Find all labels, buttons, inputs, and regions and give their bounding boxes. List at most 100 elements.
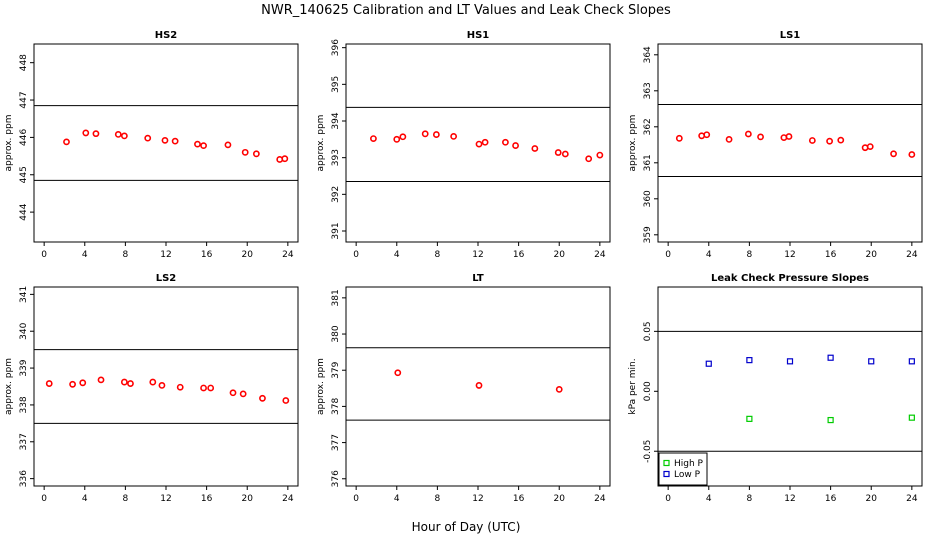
y-tick-label: 361 (643, 154, 653, 171)
y-axis-label: approx. ppm (4, 115, 14, 172)
y-tick-label: 0.00 (643, 381, 653, 401)
legend-marker (663, 470, 670, 478)
y-axis-label: approx. ppm (316, 358, 326, 415)
x-tick-label: 12 (160, 250, 171, 260)
data-point (200, 384, 207, 392)
data-point (675, 134, 683, 142)
legend-marker (663, 459, 670, 467)
x-tick-label: 4 (394, 494, 400, 504)
data-point (282, 397, 290, 404)
panel-1: HS1 approx. ppm 0 4 8 12 16 20 24 391 392 393 394 395… (316, 30, 611, 260)
x-tick-label: 0 (353, 250, 359, 260)
y-tick-label: 445 (19, 166, 29, 183)
data-point (120, 378, 128, 386)
x-tick-label: 24 (282, 494, 294, 504)
panel-5: Leak Check Pressure Slopes kPa per min. 0 4… (628, 273, 923, 504)
panel-title: LS1 (780, 30, 801, 41)
x-tick-label: 20 (554, 250, 566, 260)
x-tick-label: 24 (906, 250, 918, 260)
data-point (120, 132, 128, 140)
x-tick-label: 12 (472, 494, 483, 504)
panel-4: LT approx. ppm 0 4 8 12 16 20 24 376 377 378 379 380 3… (316, 273, 611, 504)
x-tick-label: 20 (242, 494, 254, 504)
panel-3: LS2 approx. ppm 0 4 8 12 16 20 24 336 337 338 339 340… (4, 273, 299, 504)
data-point (171, 137, 179, 145)
panel-title: HS1 (467, 30, 490, 41)
legend-label: High P (674, 459, 704, 469)
data-point (158, 381, 166, 389)
panel-title: LS2 (156, 273, 177, 284)
panel-title: LT (472, 273, 484, 284)
data-point (705, 360, 712, 367)
data-point (97, 376, 105, 384)
data-point (370, 135, 377, 142)
y-tick-label: 396 (331, 39, 341, 56)
data-point (229, 389, 237, 397)
data-point (475, 382, 483, 389)
panel-0: HS2 approx. ppm 0 4 8 12 16 20 24 444 445 446 447 448 (4, 30, 299, 260)
panel-title: Leak Check Pressure Slopes (711, 273, 869, 284)
data-point (826, 137, 833, 145)
data-point (908, 414, 915, 421)
data-point (808, 137, 816, 144)
panel-frame (345, 286, 611, 487)
x-tick-label: 4 (394, 250, 400, 260)
y-tick-label: 360 (643, 190, 653, 207)
x-tick-label: 24 (594, 494, 606, 504)
data-point (432, 131, 440, 138)
y-tick-label: 392 (331, 186, 341, 203)
x-tick-label: 12 (784, 494, 795, 504)
data-point (176, 383, 184, 391)
data-point (596, 151, 604, 159)
y-tick-label: 363 (643, 82, 653, 99)
data-point (281, 155, 289, 163)
data-point (746, 415, 753, 422)
data-point (827, 416, 834, 424)
x-tick-label: 12 (472, 250, 483, 260)
x-tick-label: 16 (825, 494, 837, 504)
data-point (785, 133, 793, 140)
y-tick-label: 394 (331, 112, 341, 129)
y-axis-label: approx. ppm (4, 358, 14, 415)
data-point (481, 138, 489, 146)
y-axis-label: approx. ppm (628, 115, 638, 172)
x-tick-label: 4 (82, 494, 88, 504)
data-point (399, 133, 407, 141)
x-tick-label: 24 (594, 250, 606, 260)
data-point (421, 130, 429, 138)
x-tick-label: 16 (513, 250, 525, 260)
x-tick-label: 16 (513, 494, 525, 504)
data-point (393, 135, 401, 143)
y-tick-label: 444 (19, 203, 29, 220)
y-tick-label: 393 (331, 149, 341, 166)
data-point (786, 358, 794, 365)
x-tick-label: 20 (242, 250, 254, 260)
x-tick-label: 0 (665, 250, 671, 260)
x-tick-label: 0 (665, 494, 671, 504)
panel-frame (345, 43, 611, 243)
x-tick-label: 0 (41, 494, 47, 504)
data-point (82, 129, 90, 137)
panel-title: HS2 (155, 30, 178, 41)
data-point (561, 150, 569, 158)
data-point (725, 135, 733, 143)
data-point (144, 134, 152, 142)
y-tick-label: 338 (19, 396, 29, 413)
x-tick-label: 4 (706, 494, 712, 504)
y-tick-label: 336 (19, 470, 29, 487)
data-point (703, 131, 711, 139)
y-tick-label: 341 (19, 286, 29, 303)
data-point (69, 380, 76, 388)
data-point (45, 380, 53, 387)
data-point (259, 394, 266, 402)
data-point (555, 385, 563, 393)
data-point (908, 358, 915, 365)
figure-xlabel: Hour of Day (UTC) (412, 520, 521, 534)
x-tick-label: 0 (353, 494, 359, 504)
data-point (114, 131, 122, 138)
x-tick-label: 24 (906, 494, 918, 504)
y-tick-label: 339 (19, 359, 29, 376)
y-tick-label: 0.05 (643, 321, 653, 341)
